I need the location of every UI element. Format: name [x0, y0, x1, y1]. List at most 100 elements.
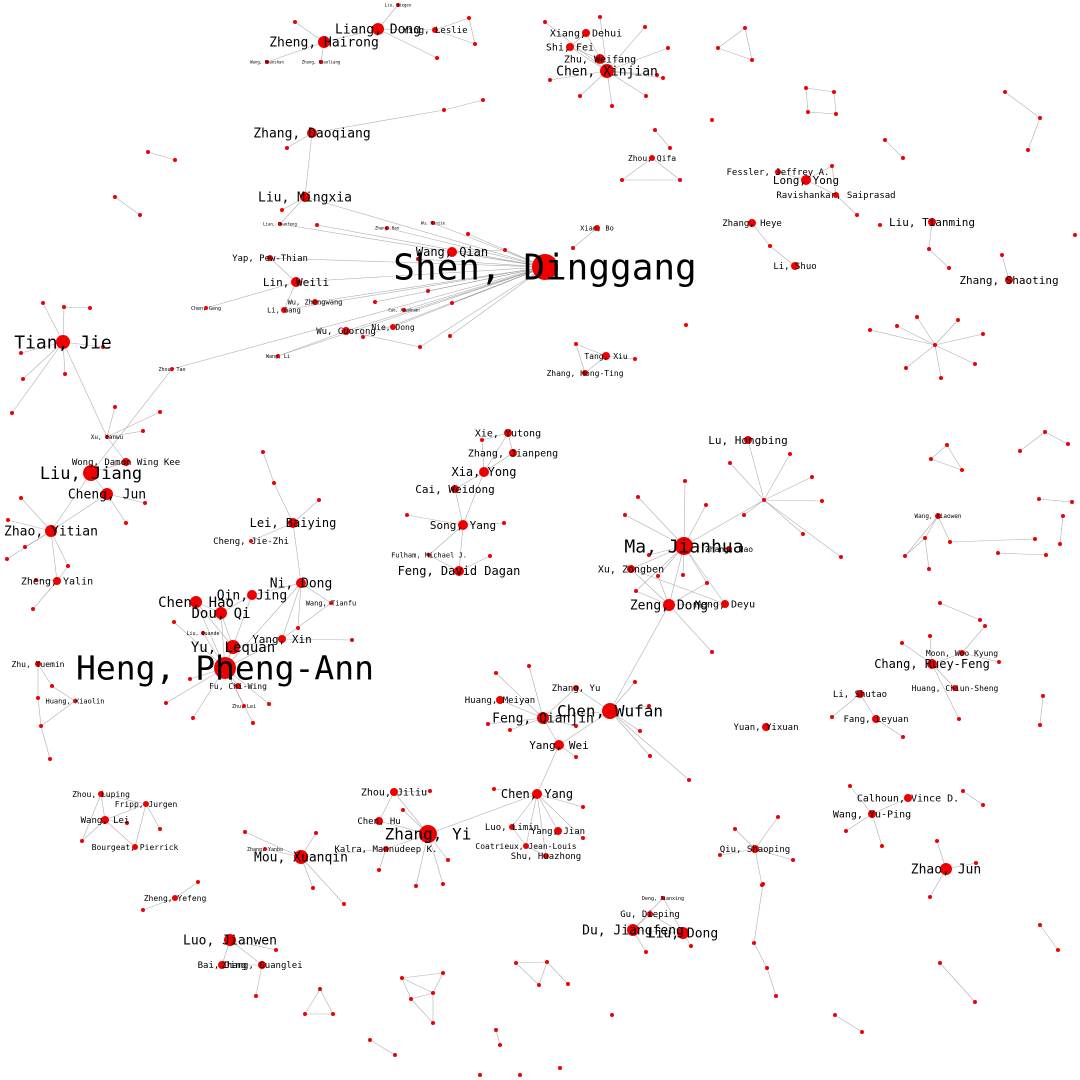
- author-label: Zhou, Tao: [158, 367, 185, 373]
- author-node-unlabeled: [668, 146, 672, 150]
- author-node: [600, 64, 614, 78]
- author-node: [201, 631, 205, 635]
- author-node-unlabeled: [448, 334, 452, 338]
- author-node-unlabeled: [113, 195, 117, 199]
- author-label: Zheng, Yalin: [21, 577, 93, 588]
- author-label: Zhu, Yuemin: [12, 660, 65, 669]
- author-node-unlabeled: [973, 1000, 977, 1004]
- coauthor-edge: [630, 568, 726, 605]
- coauthor-edge: [734, 828, 756, 850]
- author-node: [928, 218, 936, 226]
- author-node: [751, 845, 759, 853]
- author-label: Wu, Zhengwang: [288, 298, 343, 306]
- author-node-unlabeled: [681, 573, 685, 577]
- author-node: [281, 307, 287, 313]
- author-label: Cai, Weidong: [415, 483, 494, 496]
- author-node: [532, 789, 542, 799]
- coauthor-edge: [632, 929, 684, 934]
- author-node-unlabeled: [598, 15, 602, 19]
- author-label: Chen, Xinjian: [556, 65, 658, 80]
- author-node-unlabeled: [1041, 694, 1045, 698]
- coauthor-edge: [250, 522, 294, 542]
- author-node-unlabeled: [311, 886, 315, 890]
- author-node: [594, 225, 600, 231]
- author-label: Zhang, Yu: [552, 684, 601, 694]
- coauthor-edge: [609, 710, 651, 757]
- coauthor-edge: [11, 341, 64, 414]
- author-node: [627, 924, 639, 936]
- author-node-unlabeled: [960, 468, 964, 472]
- coauthor-edge: [410, 992, 434, 1000]
- coauthor-edge: [599, 16, 608, 72]
- coauthor-edge: [630, 545, 685, 570]
- author-label: Lu, Hongbing: [708, 434, 787, 447]
- author-label: Ma, Jianhua: [624, 536, 743, 557]
- coauthor-edge: [606, 70, 664, 79]
- coauthor-edge: [916, 316, 936, 346]
- coauthor-edge: [483, 452, 514, 473]
- author-node: [447, 247, 457, 257]
- coauthor-edge: [575, 343, 607, 357]
- author-node-unlabeled: [285, 146, 289, 150]
- coauthor-edge: [635, 545, 685, 592]
- coauthor-edge: [536, 793, 559, 832]
- author-node-unlabeled: [806, 110, 810, 114]
- author-label: Zhou, Luping: [72, 790, 130, 799]
- coauthor-edge: [458, 555, 491, 572]
- author-label: Wang, Tianfu: [306, 599, 357, 607]
- author-node-unlabeled: [251, 721, 255, 725]
- coauthor-edge: [173, 621, 226, 669]
- author-label: Tang, Xiu: [584, 352, 628, 361]
- coauthor-edge: [393, 790, 431, 793]
- author-node-unlabeled: [143, 501, 147, 505]
- coauthor-edge: [924, 537, 930, 570]
- author-node-unlabeled: [839, 555, 843, 559]
- author-label: Zhu, Lei: [232, 704, 256, 710]
- author-node-unlabeled: [683, 479, 687, 483]
- coauthor-edge: [493, 788, 538, 795]
- coauthor-edge: [511, 826, 527, 847]
- author-node-unlabeled: [900, 641, 904, 645]
- coauthor-edge: [50, 530, 58, 582]
- author-node: [431, 221, 435, 225]
- author-node-unlabeled: [113, 405, 117, 409]
- author-label: Liu, Mingxia: [258, 191, 352, 206]
- coauthor-edge: [104, 803, 147, 821]
- coauthor-edge: [432, 222, 546, 268]
- coauthor-edge: [314, 266, 546, 303]
- author-label: Cheng, Jun: [68, 488, 146, 503]
- author-label: Ni, Dong: [270, 577, 333, 592]
- coauthor-edge: [525, 793, 538, 847]
- coauthor-edge: [6, 530, 52, 560]
- author-node-unlabeled: [36, 696, 40, 700]
- author-label: Mou, Xuanqin: [254, 851, 348, 866]
- coauthor-edge: [859, 693, 877, 720]
- author-node-unlabeled: [488, 554, 492, 558]
- coauthor-edge: [763, 453, 791, 501]
- coauthor-edge: [668, 604, 713, 653]
- author-node: [296, 578, 306, 588]
- author-label: Li, Shuo: [773, 262, 816, 272]
- author-label: Chen, Wufan: [557, 702, 663, 721]
- author-node-unlabeled: [997, 660, 1001, 664]
- author-label: Chen, Geng: [191, 306, 221, 312]
- author-node: [649, 155, 655, 161]
- author-node-unlabeled: [303, 1012, 307, 1016]
- author-node: [454, 566, 464, 576]
- author-node-unlabeled: [409, 997, 413, 1001]
- coauthor-edge: [283, 281, 297, 311]
- coauthor-edge: [419, 266, 546, 348]
- coauthor-edge: [939, 962, 976, 1003]
- author-node-unlabeled: [750, 58, 754, 62]
- coauthor-edge: [569, 46, 601, 60]
- author-node: [329, 601, 333, 605]
- author-node-unlabeled: [705, 581, 709, 585]
- author-label: Liu, Jiang: [40, 464, 142, 484]
- author-node-unlabeled: [514, 961, 518, 965]
- coauthor-edge: [928, 248, 950, 269]
- author-node: [278, 222, 282, 226]
- author-label: Calhoun, Vince D.: [857, 794, 959, 805]
- author-node: [726, 546, 732, 552]
- author-node-unlabeled: [938, 961, 942, 965]
- author-node-unlabeled: [1037, 497, 1041, 501]
